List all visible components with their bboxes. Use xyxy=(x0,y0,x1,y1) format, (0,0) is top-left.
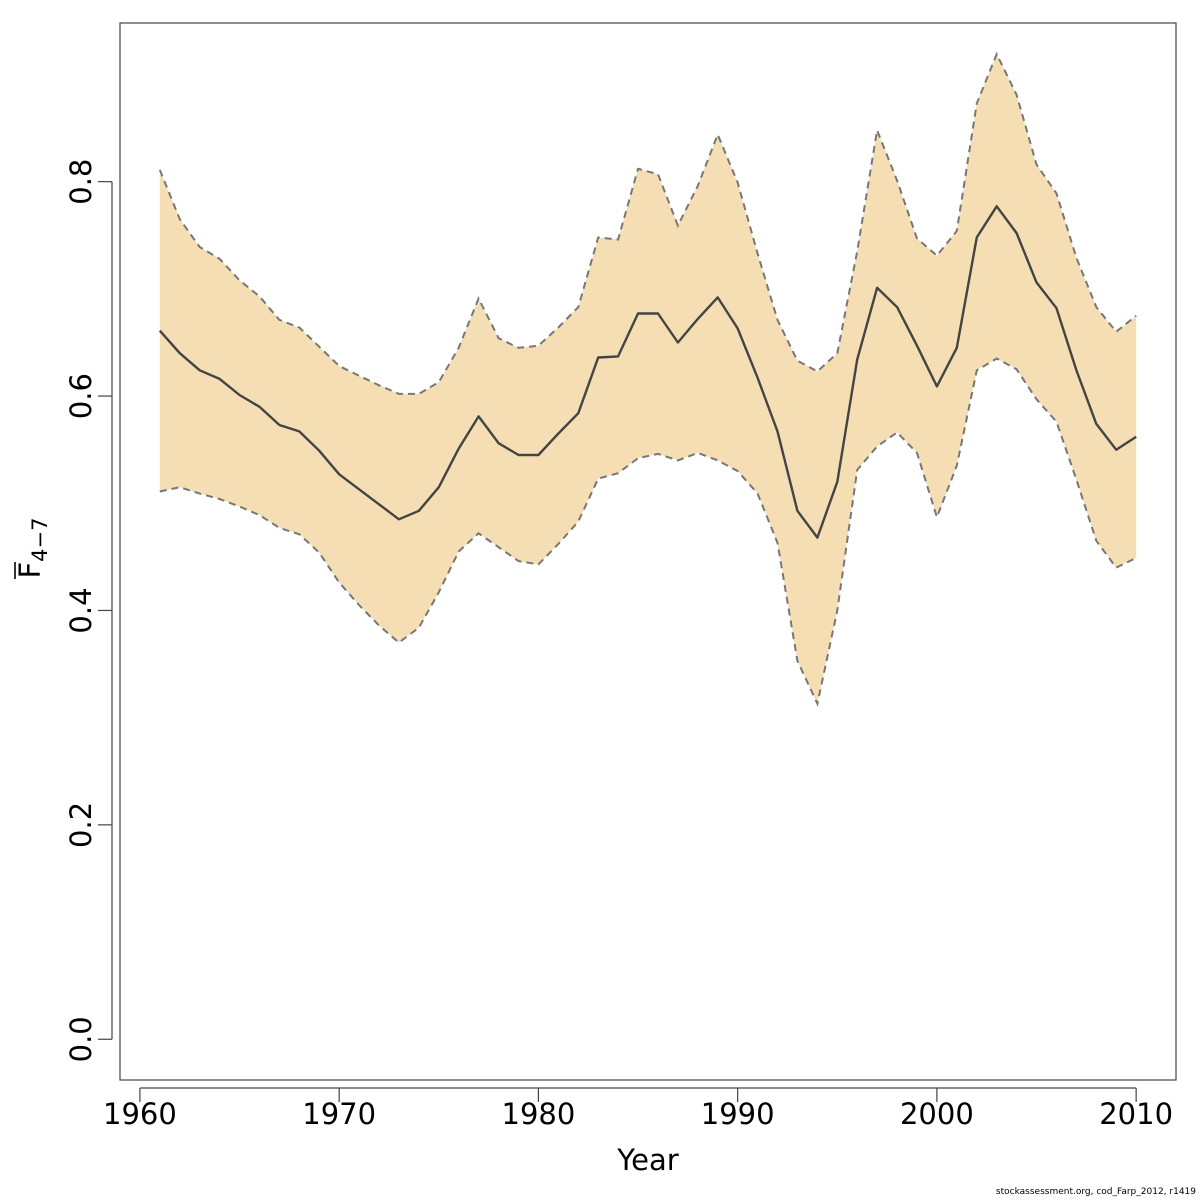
y-axis-title: F4−7 xyxy=(13,517,52,579)
plot-frame xyxy=(119,22,1177,1081)
upper-bound-line xyxy=(158,51,1137,395)
x-tick-label: 1970 xyxy=(302,1097,376,1131)
x-tick-label: 1960 xyxy=(103,1097,177,1131)
y-axis-title-main: F xyxy=(13,562,47,579)
confidence-band-layer xyxy=(159,54,1137,704)
estimate-line xyxy=(158,205,1137,539)
credit-note: stockassessment.org, cod_Farp_2012, r141… xyxy=(995,1187,1196,1197)
confidence-band xyxy=(159,54,1137,704)
x-tick-label: 2000 xyxy=(900,1097,974,1131)
x-axis: 1960 1970 1980 1990 2000 2010 xyxy=(103,1087,1173,1131)
y-axis: 0.0 0.2 0.4 0.6 0.8 xyxy=(64,159,113,1062)
estimate-line-layer xyxy=(158,51,1137,707)
y-tick-label: 0.0 xyxy=(64,1016,98,1062)
x-tick-label: 1990 xyxy=(701,1097,775,1131)
x-tick-label: 2010 xyxy=(1099,1097,1173,1131)
y-tick-label: 0.4 xyxy=(64,587,98,633)
svg-text:F4−7: F4−7 xyxy=(13,517,52,578)
lower-bound-line xyxy=(159,357,1137,707)
y-tick-label: 0.6 xyxy=(64,373,98,419)
x-axis-title: Year xyxy=(616,1143,678,1177)
y-tick-label: 0.2 xyxy=(64,802,98,848)
y-tick-label: 0.8 xyxy=(64,159,98,205)
y-axis-title-subscript: 4−7 xyxy=(28,517,52,561)
x-tick-label: 1980 xyxy=(502,1097,576,1131)
